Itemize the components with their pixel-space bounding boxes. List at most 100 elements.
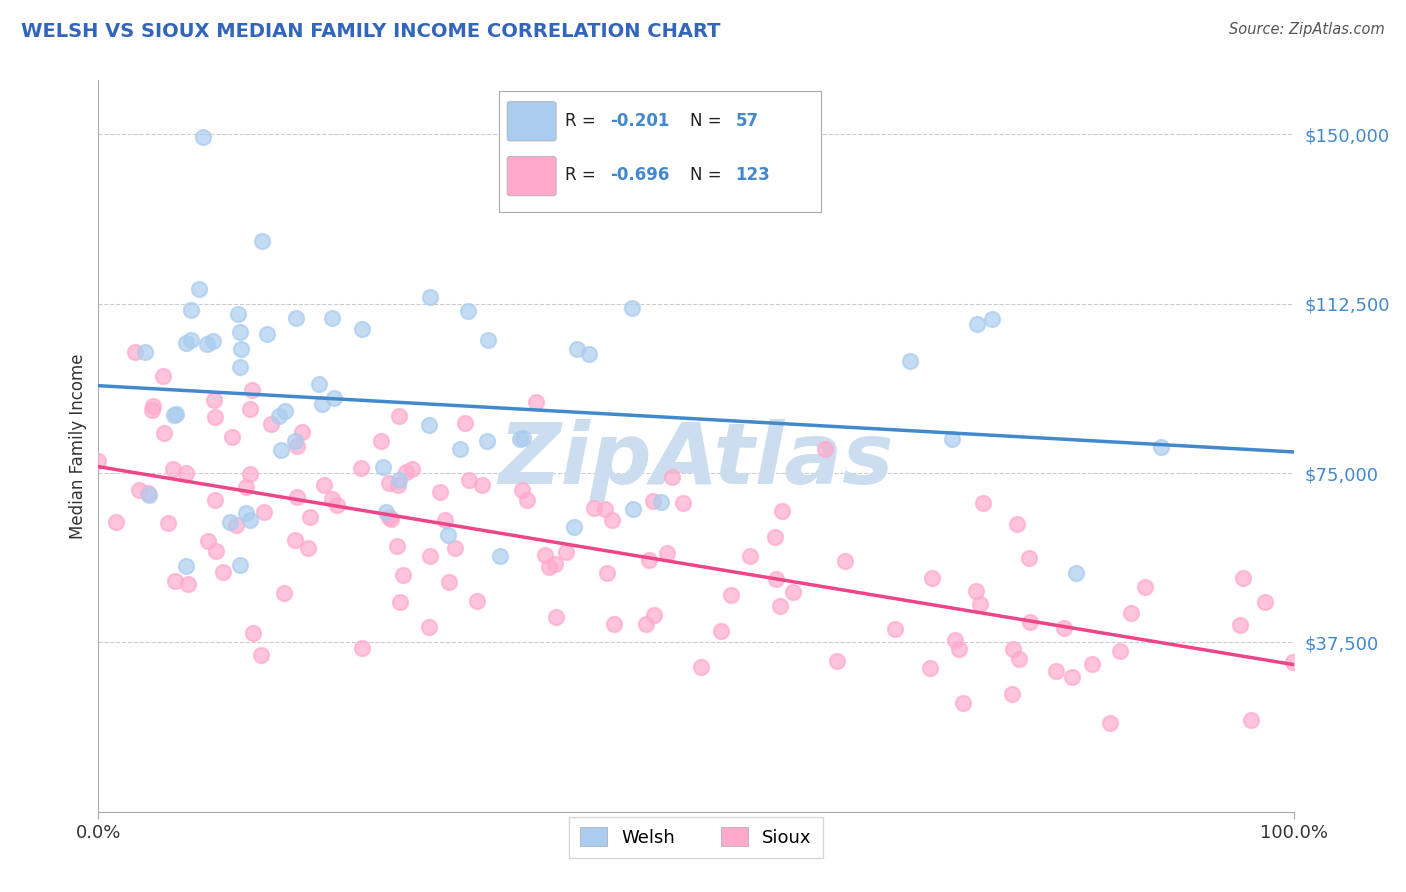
Point: [128, 483, 150, 497]
Point: [650, 494, 672, 508]
Point: [321, 310, 343, 325]
Point: [537, 560, 560, 574]
Point: [898, 354, 921, 368]
Point: [177, 576, 200, 591]
Point: [920, 660, 942, 674]
Point: [510, 483, 533, 497]
Point: [834, 554, 856, 568]
Point: [401, 462, 423, 476]
Point: [285, 491, 308, 505]
Text: 123: 123: [735, 167, 770, 185]
Point: [260, 417, 283, 431]
Point: [180, 303, 202, 318]
Point: [124, 345, 146, 359]
Point: [87, 454, 110, 468]
Point: [782, 584, 804, 599]
Point: [252, 234, 274, 248]
Point: [544, 610, 567, 624]
Point: [162, 408, 184, 422]
Point: [763, 530, 786, 544]
Point: [256, 326, 278, 341]
Point: [297, 541, 319, 555]
Point: [370, 434, 392, 449]
Point: [105, 515, 128, 529]
Point: [765, 572, 787, 586]
Point: [239, 513, 262, 527]
Point: [152, 369, 174, 384]
Point: [516, 493, 538, 508]
Point: [1045, 664, 1067, 678]
Point: [600, 513, 623, 527]
Point: [544, 558, 567, 572]
Point: [1001, 641, 1024, 656]
Point: [226, 307, 249, 321]
Point: [418, 620, 440, 634]
Point: [1109, 643, 1132, 657]
Point: [637, 553, 659, 567]
Point: [1099, 716, 1122, 731]
Point: [204, 409, 226, 424]
Point: [326, 498, 349, 512]
Point: [205, 543, 228, 558]
Text: ZipAtlas: ZipAtlas: [498, 419, 894, 502]
Point: [661, 470, 683, 484]
Point: [1281, 655, 1303, 669]
Point: [212, 565, 235, 579]
Point: [825, 654, 848, 668]
Point: [813, 442, 835, 456]
Point: [371, 460, 394, 475]
Point: [578, 346, 600, 360]
Point: [1229, 617, 1251, 632]
FancyBboxPatch shape: [499, 91, 821, 212]
Point: [1018, 551, 1040, 566]
Point: [621, 502, 644, 516]
Text: -0.696: -0.696: [610, 167, 669, 185]
Point: [385, 539, 408, 553]
Point: [1133, 580, 1156, 594]
Point: [1060, 670, 1083, 684]
Point: [458, 473, 481, 487]
Point: [738, 549, 761, 563]
Point: [291, 425, 314, 439]
Point: [509, 432, 531, 446]
Point: [596, 566, 619, 581]
Point: [165, 407, 187, 421]
Point: [419, 549, 441, 563]
Point: [1008, 652, 1031, 666]
Point: [943, 633, 966, 648]
Text: Source: ZipAtlas.com: Source: ZipAtlas.com: [1229, 22, 1385, 37]
Point: [162, 462, 184, 476]
Point: [948, 641, 970, 656]
Point: [921, 571, 943, 585]
Point: [768, 599, 790, 614]
Point: [180, 333, 202, 347]
Point: [1005, 517, 1028, 532]
Point: [141, 403, 163, 417]
Point: [562, 520, 585, 534]
Point: [621, 301, 644, 316]
Point: [377, 476, 399, 491]
Point: [308, 376, 330, 391]
Point: [197, 534, 219, 549]
Point: [374, 505, 396, 519]
Point: [603, 617, 626, 632]
Point: [1232, 571, 1254, 585]
Point: [1240, 713, 1263, 727]
Point: [1081, 657, 1104, 672]
Point: [720, 588, 742, 602]
Point: [156, 516, 179, 531]
Point: [657, 546, 679, 560]
Text: WELSH VS SIOUX MEDIAN FAMILY INCOME CORRELATION CHART: WELSH VS SIOUX MEDIAN FAMILY INCOME CORR…: [21, 22, 721, 41]
Point: [229, 360, 252, 375]
Point: [465, 594, 488, 608]
Point: [966, 317, 988, 331]
Point: [253, 504, 276, 518]
Point: [284, 533, 307, 548]
Point: [969, 597, 991, 611]
Point: [512, 431, 534, 445]
Point: [202, 334, 225, 348]
Point: [952, 697, 974, 711]
Point: [555, 545, 578, 559]
Point: [1150, 440, 1173, 454]
Text: N =: N =: [690, 112, 727, 129]
